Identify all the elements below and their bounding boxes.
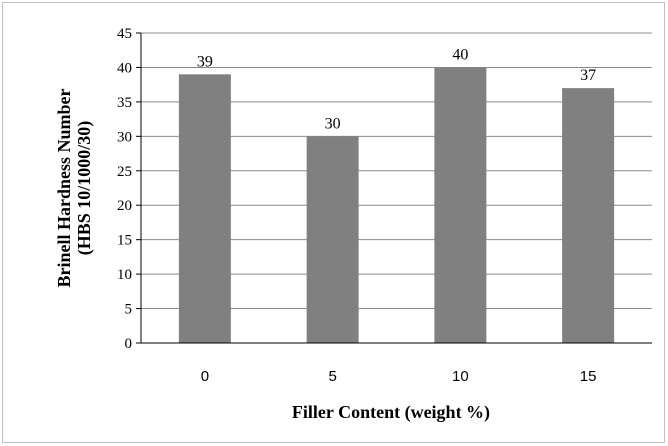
x-tick-label-5: 5: [328, 368, 336, 385]
y-tick-labels: 0 5 10 15 20 25 30 35 40 45: [117, 26, 132, 352]
y-axis-title-line-2: (HBS 10/1000/30): [74, 121, 95, 256]
bar-0: [178, 74, 231, 343]
y-tick-label: 30: [117, 129, 132, 145]
y-tick-label: 45: [117, 26, 132, 42]
bar-10: [434, 67, 487, 343]
x-tick-labels: 0 5 10 15: [201, 368, 597, 385]
y-axis-title-line-1: Brinell Hardness Number: [54, 88, 74, 287]
y-tick-label: 10: [117, 267, 132, 283]
y-tick-label: 20: [117, 198, 132, 214]
x-tick-label-0: 0: [201, 368, 209, 385]
y-tick-label: 15: [117, 233, 132, 249]
axes: [140, 33, 652, 344]
y-tick-label: 5: [125, 302, 133, 318]
bar-15: [562, 88, 615, 343]
data-label-5: 30: [325, 115, 341, 132]
data-label-10: 40: [452, 46, 468, 63]
data-labels: 39 30 40 37: [197, 46, 596, 132]
x-axis-title: Filler Content (weight %): [292, 402, 490, 423]
x-tick-label-10: 10: [452, 368, 469, 385]
bars: [178, 67, 615, 343]
x-tick-label-15: 15: [580, 368, 597, 385]
y-tick-label: 40: [117, 60, 132, 76]
y-tick-label: 25: [117, 164, 132, 180]
data-label-15: 37: [580, 67, 596, 84]
y-tick-label: 35: [117, 95, 132, 111]
y-axis-title: Brinell Hardness Number (HBS 10/1000/30): [54, 88, 95, 287]
data-label-0: 39: [197, 53, 213, 70]
y-tick-label: 0: [125, 336, 133, 352]
bar-5: [306, 136, 359, 343]
